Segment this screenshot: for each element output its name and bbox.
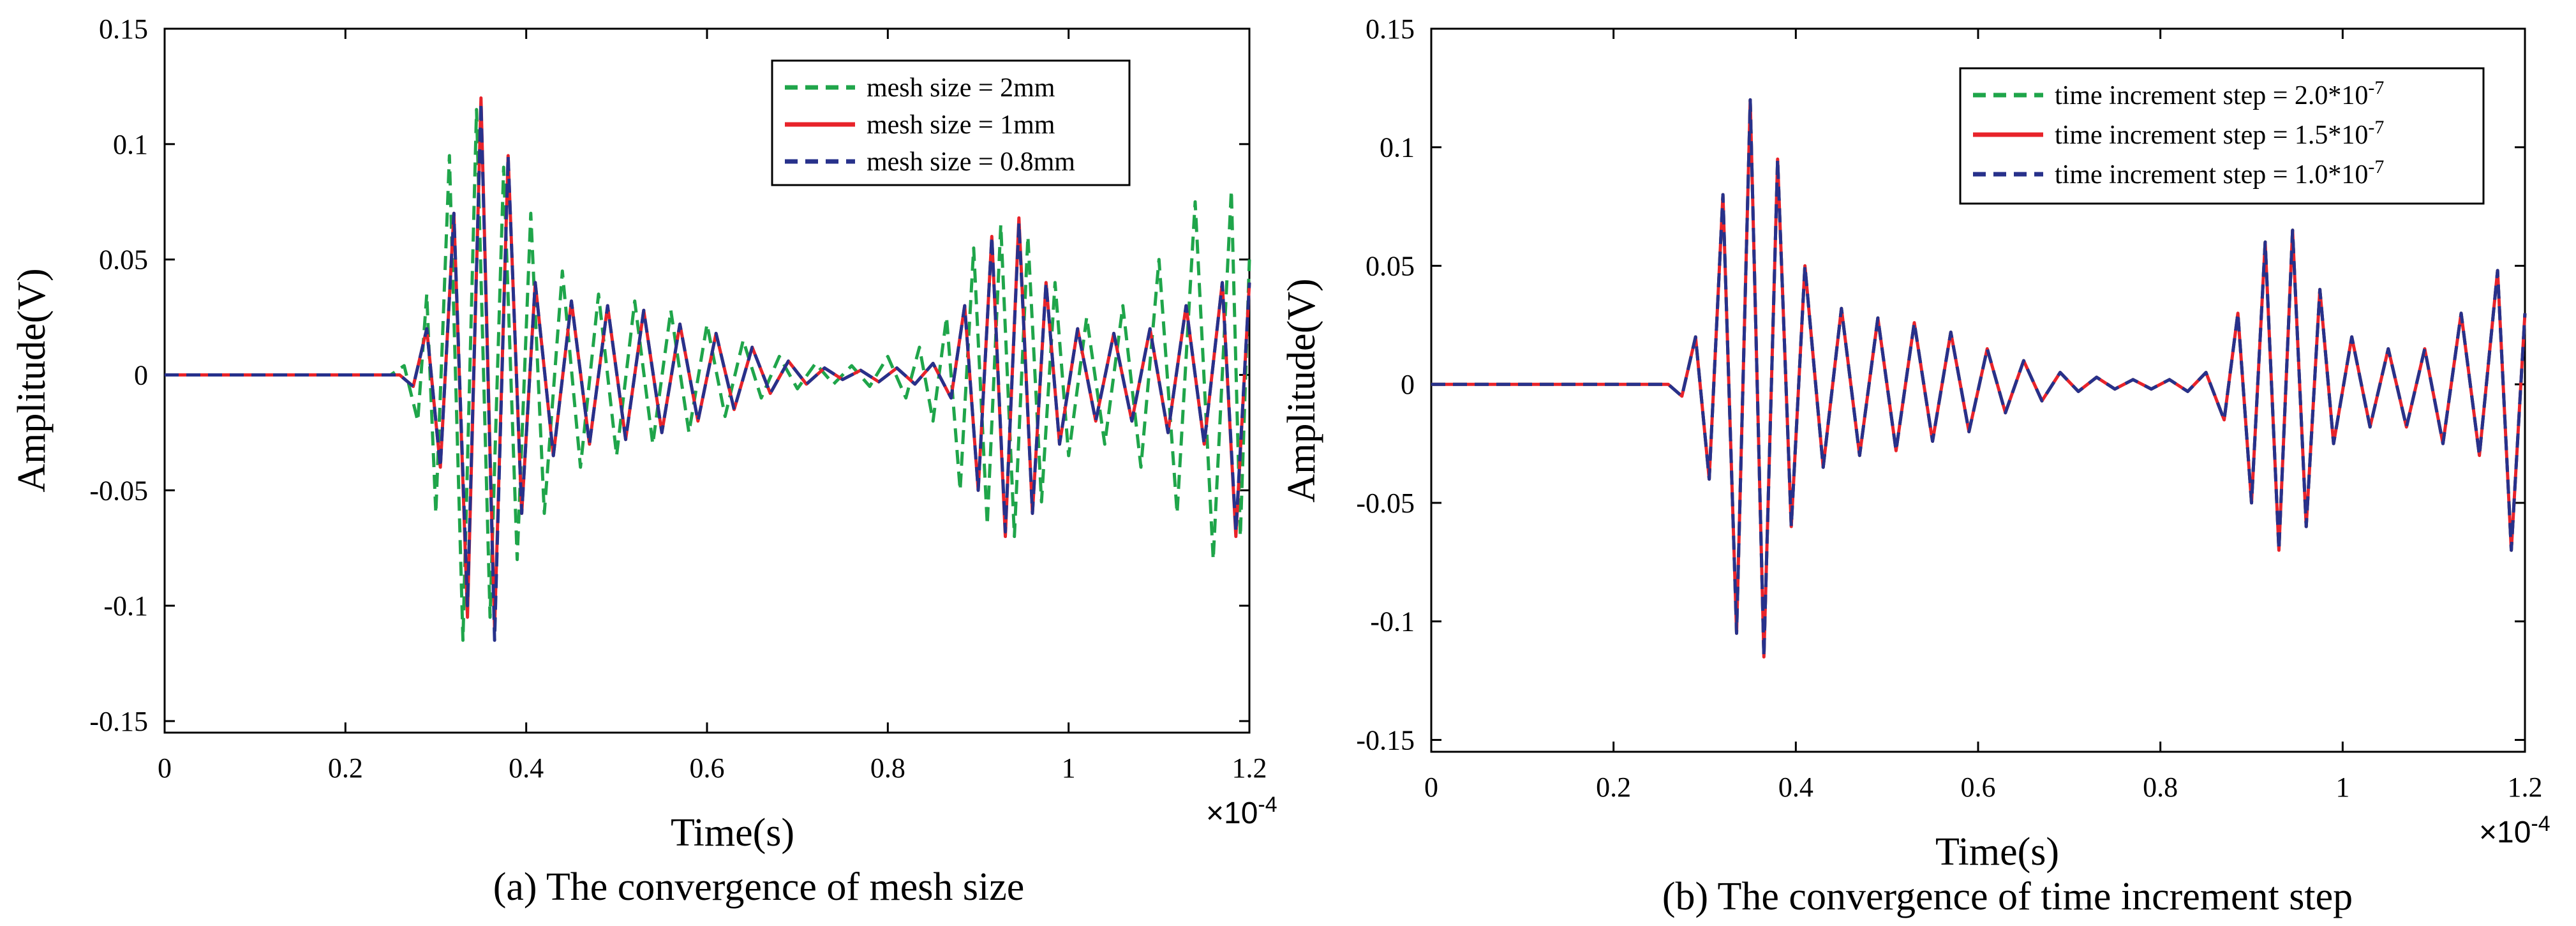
x-tick-label: 0	[1424, 772, 1438, 803]
legend-label-text: mesh size = 2mm	[867, 73, 1055, 103]
y-tick-label: 0.05	[99, 244, 148, 276]
legend-label: time increment step = 1.0*10-7	[2055, 156, 2384, 190]
legend-label-exp: -7	[2368, 117, 2384, 138]
series-group-b	[1431, 98, 2527, 659]
y-axis-label-b: Amplitude(V)	[1280, 278, 1323, 502]
x-axis-ticks-b: 0 0.2 0.4 0.6 0.8 1 1.2	[1424, 29, 2543, 803]
legend-label-text: mesh size = 1mm	[867, 110, 1055, 140]
x-multiplier-b: ×10-4	[2479, 812, 2550, 849]
y-tick-label: -0.05	[89, 475, 148, 506]
x-tick-label: 0.8	[870, 752, 905, 784]
y-tick-label: 0.15	[99, 13, 148, 45]
chart-panel-b: 0.15 0.1 0.05 0 -0.05 -0.1 -0.15 0 0.2 0.4 0.6 0.8…	[1280, 13, 2550, 918]
caption-b: (b) The convergence of time increment st…	[1662, 875, 2353, 918]
x-tick-label: 0.6	[690, 752, 725, 784]
x-tick-label: 0.4	[1778, 772, 1813, 803]
x-tick-label: 0.8	[2143, 772, 2178, 803]
legend-label: time increment step = 2.0*10-7	[2055, 77, 2384, 110]
x-axis-label-b: Time(s)	[1935, 830, 2059, 874]
caption-a: (a) The convergence of mesh size	[493, 865, 1025, 909]
x-axis-ticks-a: 0 0.2 0.4 0.6 0.8 1 1.2	[158, 29, 1267, 784]
legend-label-text: mesh size = 0.8mm	[867, 147, 1075, 177]
y-tick-label: 0.15	[1366, 13, 1415, 45]
x-tick-label: 0.4	[509, 752, 544, 784]
y-tick-label: -0.05	[1356, 488, 1415, 519]
legend-label-text: time increment step = 1.0*10	[2055, 160, 2368, 190]
legend-label: time increment step = 1.5*10-7	[2055, 117, 2384, 150]
y-tick-label: 0.1	[1380, 132, 1415, 163]
y-tick-label: 0	[134, 359, 148, 391]
y-tick-label: 0.05	[1366, 250, 1415, 281]
y-axis-ticks-a: 0.15 0.1 0.05 0 -0.05 -0.1 -0.15	[89, 13, 1249, 737]
x-tick-label: 1.2	[1232, 752, 1267, 784]
y-axis-label-a: Amplitude(V)	[10, 268, 54, 492]
series-group-a	[165, 96, 1251, 642]
legend-label: mesh size = 2mm	[867, 73, 1055, 103]
x-tick-label: 0.2	[328, 752, 363, 784]
legend-box	[1959, 67, 2485, 205]
series-line-3	[1431, 98, 2527, 659]
x-tick-label: 1	[1062, 752, 1076, 784]
y-tick-label: -0.15	[89, 706, 148, 737]
x-tick-label: 0.2	[1596, 772, 1631, 803]
x-tick-label: 1.2	[2508, 772, 2543, 803]
y-tick-label: -0.1	[103, 590, 148, 622]
chart-panel-a: 0.15 0.1 0.05 0 -0.05 -0.1 -0.15 0 0.2 0.4 0.6 0.8…	[10, 13, 1277, 909]
legend-label-exp: -7	[2368, 156, 2384, 177]
x-multiplier-exp-b: -4	[2531, 812, 2550, 836]
series-line-3	[165, 101, 1251, 642]
x-tick-label: 1	[2335, 772, 2349, 803]
x-tick-label: 0.6	[1961, 772, 1996, 803]
legend-label-exp: -7	[2368, 77, 2384, 98]
legend-label: mesh size = 0.8mm	[867, 147, 1075, 177]
legend-label: mesh size = 1mm	[867, 110, 1055, 140]
x-multiplier-a: ×10-4	[1206, 793, 1277, 830]
x-tick-label: 0	[158, 752, 172, 784]
legend-label-text: time increment step = 2.0*10	[2055, 81, 2368, 110]
legend-a: mesh size = 2mm mesh size = 1mm mesh size …	[771, 59, 1131, 186]
y-tick-label: -0.15	[1356, 724, 1415, 756]
y-tick-label: 0	[1401, 369, 1415, 400]
y-tick-label: -0.1	[1370, 606, 1415, 638]
y-axis-ticks-b: 0.15 0.1 0.05 0 -0.05 -0.1 -0.15	[1356, 13, 2525, 756]
legend-label-text: time increment step = 1.5*10	[2055, 121, 2368, 150]
x-multiplier-exp-a: -4	[1258, 793, 1277, 817]
x-axis-label-a: Time(s)	[671, 811, 794, 855]
y-tick-label: 0.1	[113, 129, 148, 160]
